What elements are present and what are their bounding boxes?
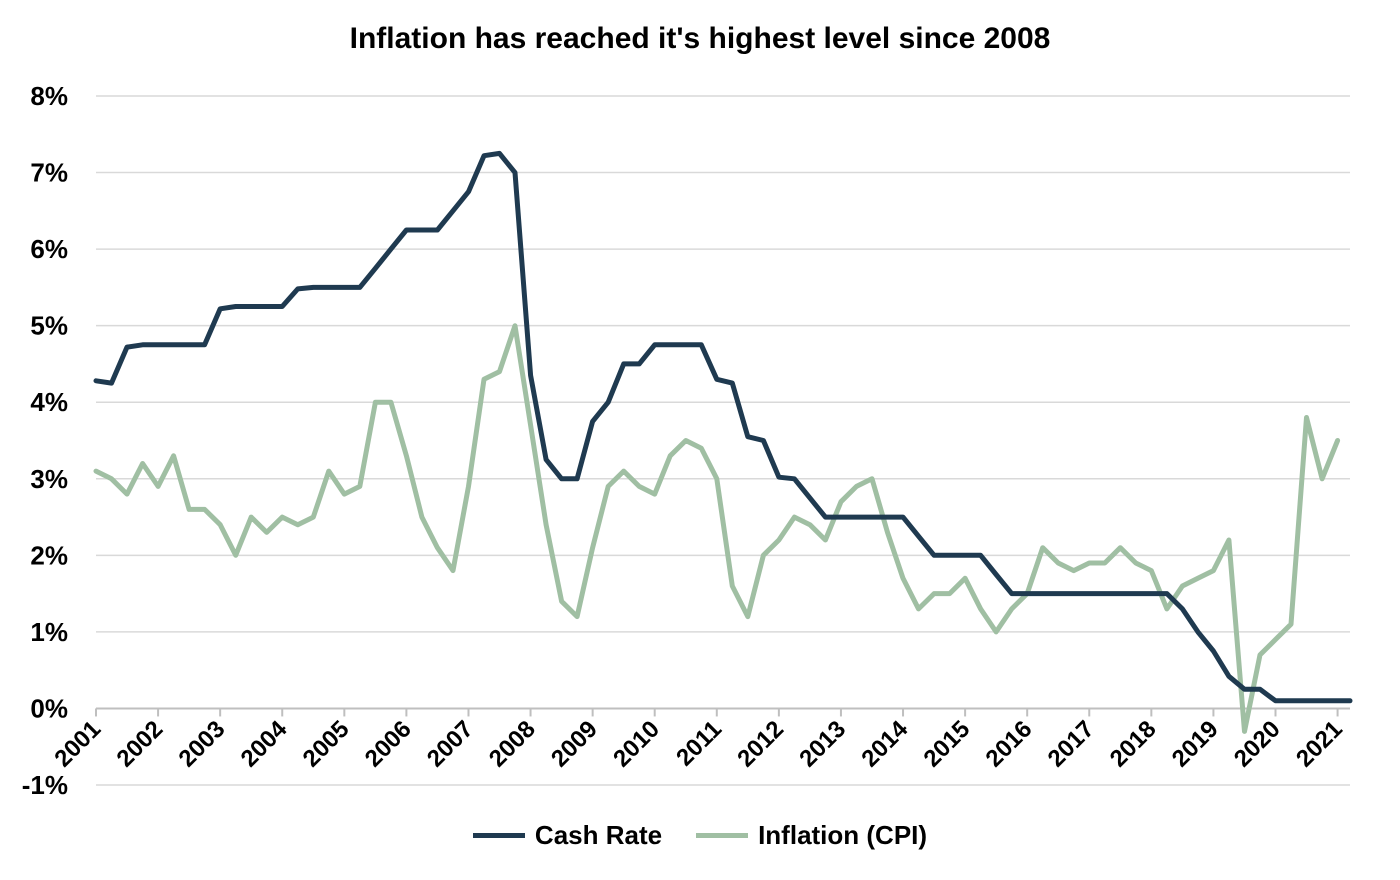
y-tick-label: 1%	[30, 617, 68, 647]
legend-label-inflation-cpi: Inflation (CPI)	[758, 820, 928, 850]
x-axis-tick-labels: 2001 2002 2003 2004 2005 2006 2007 2008 2009 2010…	[49, 715, 1347, 772]
series-line-inflation-cpi	[93, 323, 1341, 734]
x-tick-label: 2020	[1229, 716, 1286, 773]
y-tick-label: 4%	[30, 387, 68, 417]
x-tick-label: 2010	[608, 716, 665, 773]
x-tick-label: 2015	[919, 716, 976, 773]
x-tick-label: 2011	[671, 716, 727, 772]
y-tick-label: 6%	[30, 234, 68, 264]
x-tick-label: 2017	[1043, 716, 1100, 773]
x-tick-label: 2019	[1167, 716, 1224, 773]
legend-swatch-inflation-cpi	[696, 833, 749, 838]
chart-title: Inflation has reached it's highest level…	[349, 22, 1051, 55]
y-tick-label: 8%	[30, 81, 68, 111]
y-tick-label: 5%	[30, 311, 68, 341]
x-axis	[95, 707, 1350, 717]
x-tick-label: 2003	[174, 716, 231, 773]
x-tick-label: 2009	[546, 716, 603, 773]
gridlines	[96, 95, 1350, 786]
y-tick-label: 0%	[30, 693, 68, 723]
x-tick-label: 2021	[1291, 716, 1348, 773]
x-tick-label: 2007	[422, 716, 479, 773]
y-tick-label: 3%	[30, 464, 68, 494]
legend-label-cash-rate: Cash Rate	[534, 820, 663, 850]
x-tick-label: 2005	[298, 716, 355, 773]
x-tick-label: 2004	[236, 715, 293, 772]
y-tick-label: 2%	[30, 540, 68, 570]
x-tick-label: 2001	[49, 716, 106, 773]
x-tick-label: 2013	[794, 716, 851, 773]
series-lines	[93, 150, 1353, 734]
y-tick-label: -1%	[22, 770, 68, 800]
y-tick-label: 7%	[30, 158, 68, 188]
x-tick-label: 2006	[360, 716, 417, 773]
series-line-cash-rate	[93, 150, 1353, 704]
legend: Cash Rate Inflation (CPI)	[0, 820, 1400, 851]
y-axis-tick-labels: -1% 0% 1% 2% 3% 4% 5% 6% 7% 8%	[22, 81, 68, 800]
legend-item-inflation-cpi: Inflation (CPI)	[696, 820, 927, 851]
x-tick-label: 2016	[981, 716, 1038, 773]
x-tick-label: 2002	[111, 716, 168, 773]
legend-item-cash-rate: Cash Rate	[472, 820, 663, 851]
x-tick-label: 2008	[484, 716, 541, 773]
x-tick-label: 2018	[1105, 716, 1162, 773]
legend-swatch-cash-rate	[472, 833, 525, 838]
x-tick-label: 2014	[856, 715, 913, 772]
x-tick-label: 2012	[732, 716, 789, 773]
